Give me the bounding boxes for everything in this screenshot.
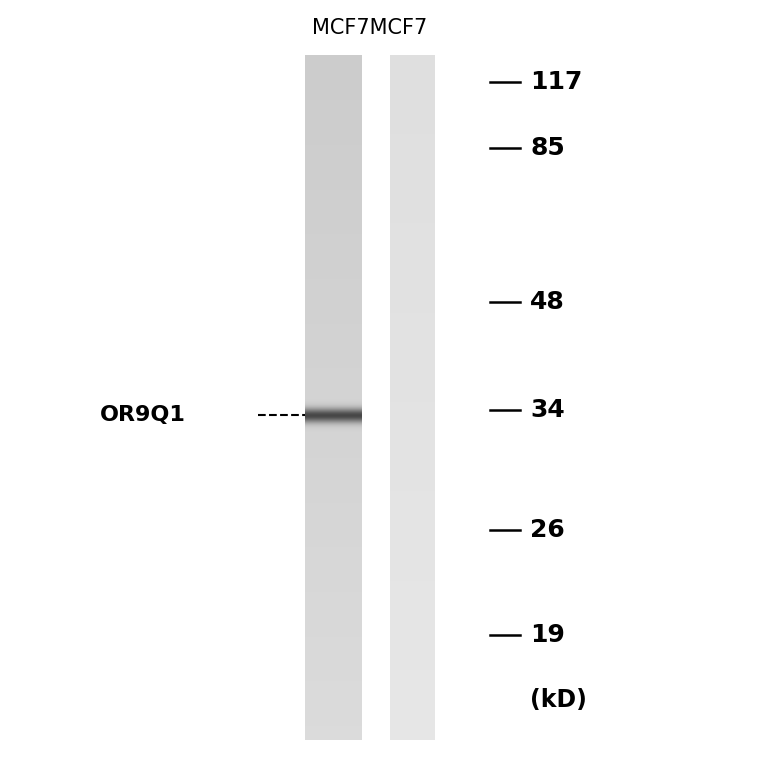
Text: 34: 34 <box>530 398 565 422</box>
Text: 19: 19 <box>530 623 565 647</box>
Text: 26: 26 <box>530 518 565 542</box>
Text: 117: 117 <box>530 70 582 94</box>
Text: (kD): (kD) <box>530 688 587 712</box>
Text: OR9Q1: OR9Q1 <box>100 405 186 425</box>
Text: 85: 85 <box>530 136 565 160</box>
Text: MCF7MCF7: MCF7MCF7 <box>312 18 428 38</box>
Text: 48: 48 <box>530 290 565 314</box>
